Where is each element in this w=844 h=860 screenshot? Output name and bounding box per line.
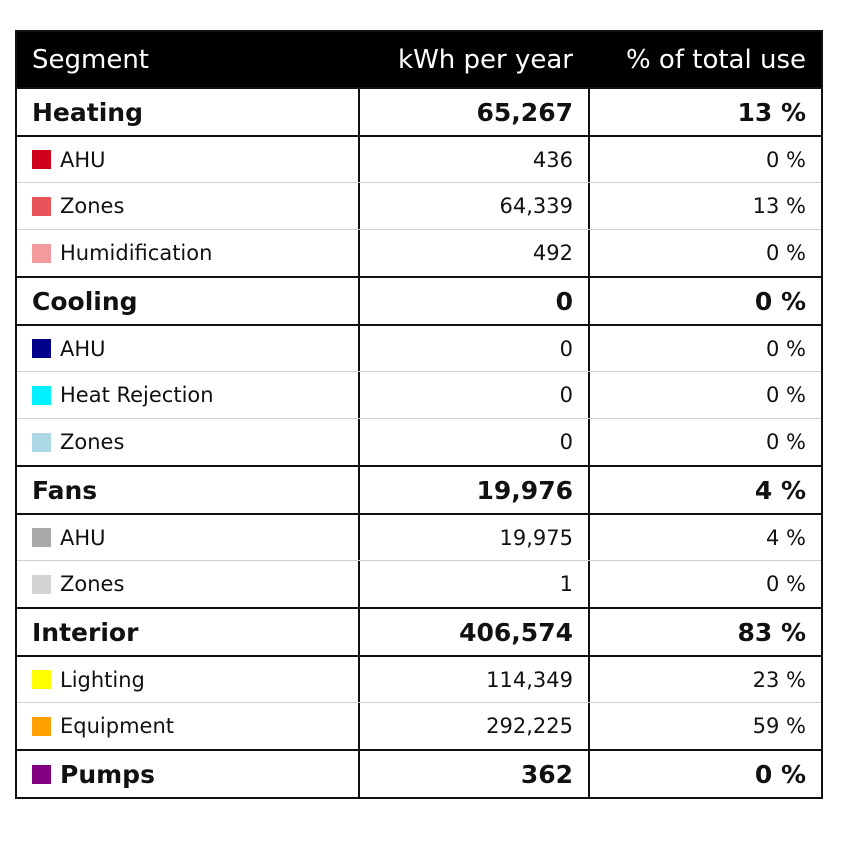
group-kwh: 65,267 <box>358 89 588 135</box>
group-name: Heating <box>32 97 143 127</box>
row-pct: 0 % <box>588 137 821 182</box>
row-name: Heat Rejection <box>60 383 214 407</box>
row-name: Humidification <box>60 241 213 265</box>
row-pct: 0 % <box>588 326 821 371</box>
group-name: Fans <box>32 475 98 505</box>
table-row: AHU 19,975 4 % <box>17 513 821 560</box>
header-kwh: kWh per year <box>398 44 573 75</box>
row-name: Zones <box>60 194 125 218</box>
group-row-fans: Fans 19,976 4 % <box>17 465 821 513</box>
table-row: Zones 64,339 13 % <box>17 182 821 229</box>
group-name: Interior <box>32 617 139 647</box>
row-kwh: 0 <box>358 326 588 371</box>
group-row-pumps: Pumps 362 0 % <box>17 749 821 797</box>
row-pct: 0 % <box>588 561 821 607</box>
table-row: Zones 1 0 % <box>17 560 821 607</box>
row-name: Equipment <box>60 714 174 738</box>
row-name: Zones <box>60 572 125 596</box>
row-name: Zones <box>60 430 125 454</box>
group-kwh: 362 <box>358 751 588 797</box>
row-kwh: 292,225 <box>358 703 588 749</box>
row-pct: 4 % <box>588 515 821 560</box>
group-row-heating: Heating 65,267 13 % <box>17 87 821 135</box>
group-row-cooling: Cooling 0 0 % <box>17 276 821 324</box>
row-label: AHU <box>17 137 358 182</box>
group-row-interior: Interior 406,574 83 % <box>17 607 821 655</box>
row-name: AHU <box>60 525 106 550</box>
row-name: Lighting <box>60 667 145 692</box>
group-pct: 0 % <box>588 751 821 797</box>
group-pct: 83 % <box>588 609 821 655</box>
row-name: AHU <box>60 336 106 361</box>
row-pct: 59 % <box>588 703 821 749</box>
row-pct: 0 % <box>588 419 821 465</box>
row-label: Pumps <box>17 751 358 797</box>
row-pct: 23 % <box>588 657 821 702</box>
group-kwh: 19,976 <box>358 467 588 513</box>
row-label: AHU <box>17 515 358 560</box>
color-swatch <box>32 716 51 736</box>
row-pct: 0 % <box>588 372 821 418</box>
row-kwh: 492 <box>358 230 588 276</box>
table-row: AHU 0 0 % <box>17 324 821 371</box>
color-swatch <box>32 150 51 169</box>
table-row: Heat Rejection 0 0 % <box>17 371 821 418</box>
table-row: Lighting 114,349 23 % <box>17 655 821 702</box>
header-segment: Segment <box>32 44 149 75</box>
header-pct: % of total use <box>625 44 806 75</box>
color-swatch <box>32 339 51 358</box>
row-name: AHU <box>60 147 106 172</box>
group-name: Cooling <box>32 286 138 316</box>
table-row: Equipment 292,225 59 % <box>17 702 821 749</box>
row-pct: 13 % <box>588 183 821 229</box>
energy-use-table: Segment kWh per year % of total use Heat… <box>15 30 823 799</box>
row-label: Zones <box>17 183 358 229</box>
color-swatch <box>32 764 51 784</box>
row-kwh: 0 <box>358 419 588 465</box>
color-swatch <box>32 385 51 405</box>
row-kwh: 0 <box>358 372 588 418</box>
table-header: Segment kWh per year % of total use <box>17 32 821 87</box>
row-label: Zones <box>17 561 358 607</box>
row-label: AHU <box>17 326 358 371</box>
row-kwh: 64,339 <box>358 183 588 229</box>
table-row: AHU 436 0 % <box>17 135 821 182</box>
table-row: Zones 0 0 % <box>17 418 821 465</box>
color-swatch <box>32 670 51 689</box>
color-swatch <box>32 528 51 547</box>
row-label: Lighting <box>17 657 358 702</box>
color-swatch <box>32 196 51 216</box>
row-label: Equipment <box>17 703 358 749</box>
group-pct: 4 % <box>588 467 821 513</box>
group-pct: 13 % <box>588 89 821 135</box>
color-swatch <box>32 432 51 452</box>
row-pct: 0 % <box>588 230 821 276</box>
row-label: Zones <box>17 419 358 465</box>
row-kwh: 436 <box>358 137 588 182</box>
table-row: Humidification 492 0 % <box>17 229 821 276</box>
group-kwh: 0 <box>358 278 588 324</box>
row-kwh: 1 <box>358 561 588 607</box>
color-swatch <box>32 243 51 263</box>
group-kwh: 406,574 <box>358 609 588 655</box>
row-label: Humidification <box>17 230 358 276</box>
row-kwh: 114,349 <box>358 657 588 702</box>
row-kwh: 19,975 <box>358 515 588 560</box>
group-name: Pumps <box>60 759 155 789</box>
row-label: Heat Rejection <box>17 372 358 418</box>
color-swatch <box>32 574 51 594</box>
group-pct: 0 % <box>588 278 821 324</box>
